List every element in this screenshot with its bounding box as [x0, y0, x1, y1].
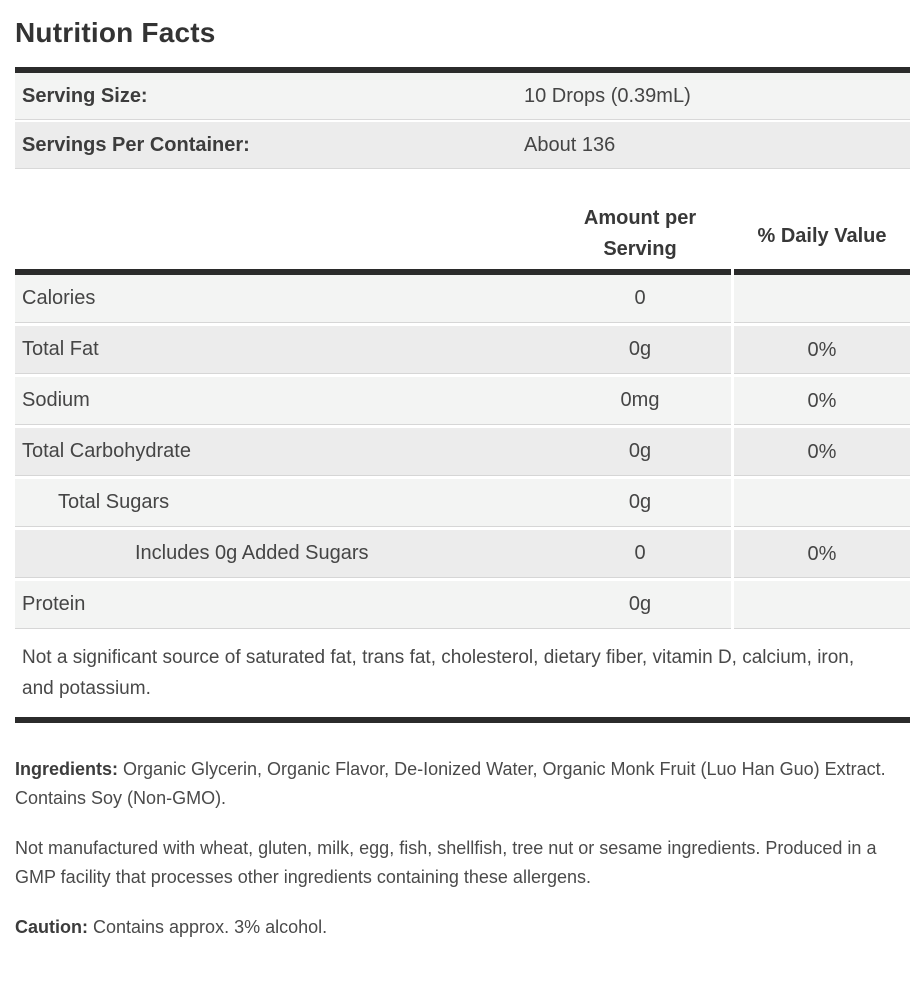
nutrient-amount: 0	[634, 542, 646, 564]
nutrient-label: Total Fat	[22, 338, 99, 360]
nutrient-daily-value: 0%	[734, 326, 910, 374]
nutrient-amount: 0g	[628, 338, 652, 360]
ingredients-text: Organic Glycerin, Organic Flavor, De-Ion…	[15, 759, 886, 808]
servings-per-container-row: Servings Per Container: About 136	[15, 122, 910, 169]
page-title: Nutrition Facts	[15, 17, 216, 48]
daily-value-header: % Daily Value	[757, 224, 887, 247]
amount-header-line2: Serving	[603, 238, 677, 260]
table-row-total-carbohydrate: Total Carbohydrate 0g 0%	[15, 428, 910, 476]
table-row-added-sugars: Includes 0g Added Sugars 0 0%	[15, 530, 910, 578]
divider-bar-table	[15, 269, 910, 275]
table-row-sodium: Sodium 0mg 0%	[15, 377, 910, 425]
servings-per-container-value: About 136	[524, 133, 616, 156]
nutrient-main-cell: Calories 0	[15, 275, 731, 323]
nutrient-label: Total Carbohydrate	[22, 440, 191, 462]
nutrient-label: Sodium	[22, 389, 90, 411]
nutrient-main-cell: Protein 0g	[15, 581, 731, 629]
nutrient-table: Calories 0 Total Fat 0g 0% Sodium 0mg 0%…	[15, 275, 910, 629]
nutrient-daily-value	[734, 275, 910, 323]
nutrient-daily-value: 0%	[734, 530, 910, 578]
caution-label: Caution:	[15, 917, 88, 937]
servings-per-container-label: Servings Per Container:	[22, 133, 250, 156]
allergen-paragraph: Not manufactured with wheat, gluten, mil…	[15, 838, 877, 887]
serving-size-value: 10 Drops (0.39mL)	[524, 84, 691, 107]
nutrient-amount: 0g	[628, 491, 652, 513]
serving-size-row: Serving Size: 10 Drops (0.39mL)	[15, 73, 910, 120]
divider-bar-table-right	[734, 269, 910, 275]
nutrient-main-cell: Total Fat 0g	[15, 326, 731, 374]
nutrient-main-cell: Includes 0g Added Sugars 0	[15, 530, 731, 578]
nutrient-amount: 0mg	[620, 389, 660, 411]
nutrition-facts-panel: Nutrition Facts Serving Size: 10 Drops (…	[0, 16, 924, 942]
nutrient-main-cell: Total Carbohydrate 0g	[15, 428, 731, 476]
amount-header-line1: Amount per	[583, 207, 697, 229]
nutrient-label: Includes 0g Added Sugars	[135, 542, 369, 564]
nutrient-label: Protein	[22, 593, 86, 615]
nutrient-daily-value	[734, 581, 910, 629]
nutrient-amount: 0	[634, 287, 646, 309]
table-footnote: Not a significant source of saturated fa…	[22, 647, 855, 699]
caution-text: Contains approx. 3% alcohol.	[87, 917, 328, 937]
ingredients-paragraph: Ingredients: Organic Glycerin, Organic F…	[15, 755, 910, 813]
caution-paragraph: Caution: Contains approx. 3% alcohol.	[15, 913, 910, 942]
divider-bar-top	[15, 67, 910, 73]
nutrient-daily-value: 0%	[734, 428, 910, 476]
amount-per-serving-header: Amount per Serving	[555, 203, 725, 265]
table-row-total-sugars: Total Sugars 0g	[15, 479, 910, 527]
divider-bar-bottom	[15, 717, 910, 723]
divider-bar-table-left	[15, 269, 731, 275]
serving-info-section: Serving Size: 10 Drops (0.39mL) Servings…	[15, 67, 910, 169]
nutrient-main-cell: Sodium 0mg	[15, 377, 731, 425]
table-header-row: Amount per Serving % Daily Value	[15, 203, 910, 269]
ingredients-label: Ingredients:	[15, 759, 119, 779]
nutrient-amount: 0g	[628, 593, 652, 615]
table-row-total-fat: Total Fat 0g 0%	[15, 326, 910, 374]
table-header-main: Amount per Serving	[15, 203, 731, 269]
nutrient-amount: 0g	[628, 440, 652, 462]
table-row-calories: Calories 0	[15, 275, 910, 323]
nutrient-daily-value	[734, 479, 910, 527]
nutrient-daily-value: 0%	[734, 377, 910, 425]
nutrient-main-cell: Total Sugars 0g	[15, 479, 731, 527]
nutrient-label: Calories	[22, 287, 96, 309]
serving-size-label: Serving Size:	[22, 84, 148, 107]
nutrient-label: Total Sugars	[58, 491, 170, 513]
table-row-protein: Protein 0g	[15, 581, 910, 629]
